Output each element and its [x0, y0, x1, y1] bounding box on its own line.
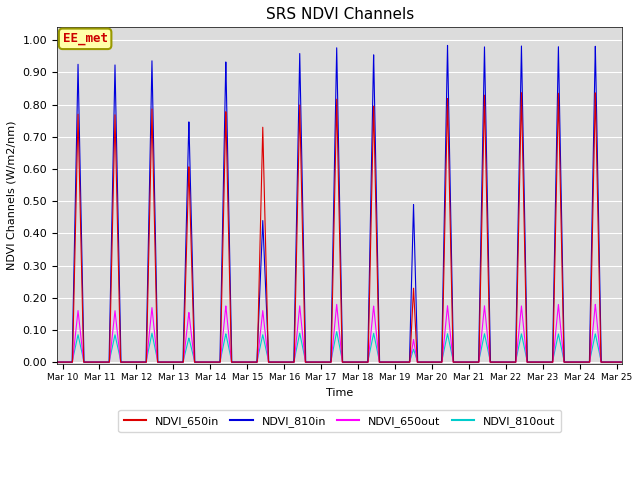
NDVI_810out: [412, 355, 420, 360]
NDVI_650in: [81, 359, 89, 365]
NDVI_650out: [53, 359, 61, 365]
NDVI_810out: [388, 359, 396, 365]
NDVI_810out: [53, 359, 61, 365]
NDVI_810in: [258, 245, 266, 251]
Title: SRS NDVI Channels: SRS NDVI Channels: [266, 7, 413, 22]
Line: NDVI_650out: NDVI_650out: [57, 304, 622, 362]
NDVI_650out: [258, 318, 266, 324]
NDVI_810out: [472, 359, 480, 365]
Text: EE_met: EE_met: [63, 32, 108, 45]
NDVI_810in: [444, 43, 451, 48]
Line: NDVI_810out: NDVI_810out: [57, 332, 622, 362]
Y-axis label: NDVI Channels (W/m2/nm): NDVI Channels (W/m2/nm): [7, 121, 17, 270]
NDVI_650in: [618, 359, 626, 365]
NDVI_650out: [81, 359, 89, 365]
NDVI_650out: [472, 359, 480, 365]
NDVI_810out: [502, 359, 510, 365]
NDVI_650out: [618, 359, 626, 365]
NDVI_810out: [333, 329, 340, 335]
NDVI_650in: [258, 172, 266, 178]
Legend: NDVI_650in, NDVI_810in, NDVI_650out, NDVI_810out: NDVI_650in, NDVI_810in, NDVI_650out, NDV…: [118, 410, 561, 432]
NDVI_810in: [502, 359, 510, 365]
NDVI_810in: [472, 359, 480, 365]
NDVI_810in: [388, 359, 396, 365]
NDVI_810out: [81, 359, 89, 365]
NDVI_810in: [53, 359, 61, 365]
NDVI_650in: [53, 359, 61, 365]
NDVI_650in: [412, 337, 420, 343]
X-axis label: Time: Time: [326, 388, 353, 398]
Line: NDVI_810in: NDVI_810in: [57, 46, 622, 362]
NDVI_810in: [618, 359, 626, 365]
NDVI_810out: [618, 359, 626, 365]
NDVI_650out: [333, 301, 340, 307]
NDVI_650out: [388, 359, 396, 365]
NDVI_650in: [502, 359, 510, 365]
NDVI_650out: [502, 359, 510, 365]
NDVI_810in: [81, 359, 89, 365]
NDVI_650in: [472, 359, 480, 365]
NDVI_650in: [518, 90, 525, 96]
NDVI_650in: [388, 359, 396, 365]
NDVI_810in: [412, 302, 420, 308]
Line: NDVI_650in: NDVI_650in: [57, 93, 622, 362]
NDVI_810out: [258, 337, 266, 343]
NDVI_650out: [412, 353, 420, 359]
